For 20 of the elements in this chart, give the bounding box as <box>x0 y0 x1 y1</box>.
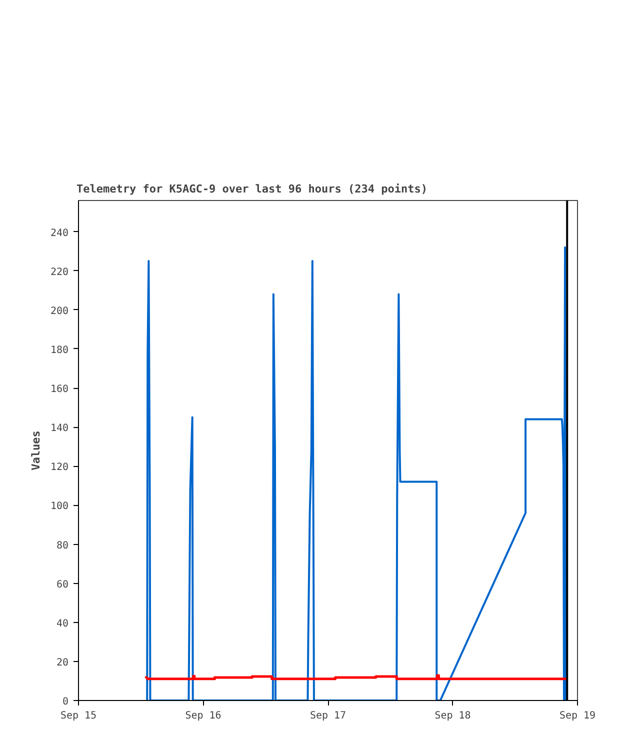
x-tick-label: Sep 19 <box>559 710 596 722</box>
y-tick-label: 60 <box>56 579 69 590</box>
x-tick-label: Sep 15 <box>60 710 97 722</box>
y-tick-label: 200 <box>50 306 68 317</box>
y-tick-label: 40 <box>56 618 69 630</box>
chart-title: Telemetry for K5AGC-9 over last 96 hours (234 points) <box>76 182 428 196</box>
y-tick-label: 100 <box>50 501 68 512</box>
y-axis-title: Values <box>29 430 42 470</box>
y-tick-label: 240 <box>50 228 68 239</box>
y-tick-label: 160 <box>50 384 68 395</box>
y-tick-label: 180 <box>50 344 68 356</box>
x-tick-label: Sep 16 <box>185 710 222 722</box>
y-tick-label: 120 <box>50 462 68 474</box>
y-tick-label: 0 <box>62 696 69 708</box>
y-tick-label: 80 <box>56 540 69 552</box>
y-tick-label: 20 <box>56 657 69 668</box>
y-tick-label: 220 <box>50 266 68 278</box>
x-tick-label: Sep 17 <box>310 710 346 722</box>
x-tick-label: Sep 18 <box>434 710 471 722</box>
y-tick-label: 140 <box>50 423 68 434</box>
